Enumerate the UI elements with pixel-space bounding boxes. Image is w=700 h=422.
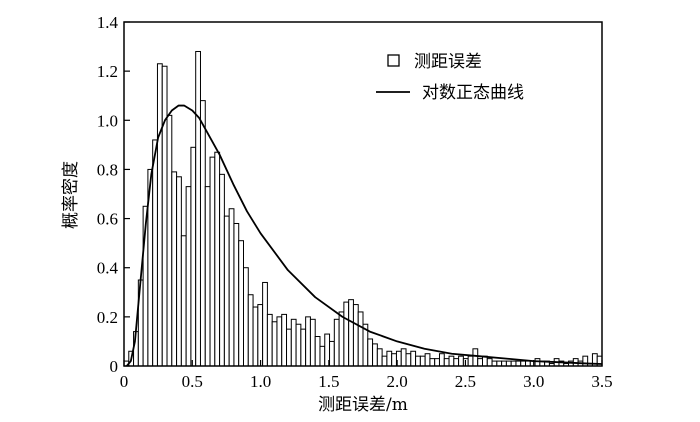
y-ticks: 0 0.2 0.4 0.6 0.8 1.0 1.2 1.4 (97, 13, 130, 376)
histogram-bar (372, 343, 378, 367)
x-tick-label: 3.5 (591, 372, 612, 391)
y-tick-label: 1.0 (97, 111, 118, 130)
histogram-bar (391, 353, 397, 367)
y-tick-label: 0.6 (97, 210, 118, 229)
histogram-bar (424, 353, 431, 367)
histogram-bar (352, 304, 359, 367)
x-tick-label: 1.5 (318, 372, 339, 391)
legend: 测距误差 对数正态曲线 (376, 52, 524, 103)
histogram-bar (166, 114, 173, 367)
x-tick-label: 0 (120, 372, 129, 391)
x-tick-label: 1.0 (250, 372, 271, 391)
histogram-bar (410, 350, 417, 367)
histogram-bar (343, 301, 350, 367)
histogram-bar (309, 318, 316, 367)
histogram-bar (367, 338, 374, 367)
legend-square-marker (387, 54, 400, 67)
histogram-bar (152, 139, 158, 367)
histogram-bar (171, 171, 178, 367)
histogram-bar (348, 299, 354, 367)
histogram-bar (434, 358, 440, 367)
histogram-bar (357, 311, 364, 367)
histogram-bar (329, 340, 335, 367)
histogram-bar (582, 355, 589, 367)
histogram-bar (376, 348, 383, 367)
histogram-bar (204, 186, 211, 367)
histogram-bars (123, 50, 603, 367)
histogram-bar (219, 173, 225, 367)
histogram-bar (190, 146, 197, 367)
histogram-bar (185, 186, 192, 367)
histogram-bar (333, 318, 340, 367)
histogram-bar (252, 306, 259, 367)
x-axis-label: 测距误差/m (318, 395, 408, 415)
histogram-bar (290, 318, 297, 367)
histogram-bar (419, 355, 426, 367)
histogram-bar (214, 151, 221, 367)
histogram-bar (271, 321, 278, 367)
histogram-bar (195, 50, 201, 367)
histogram-bar (276, 316, 283, 367)
histogram-bar (223, 215, 230, 367)
y-tick-label: 0 (110, 357, 119, 376)
histogram-bar (477, 358, 484, 367)
curve-group (126, 104, 603, 367)
histogram-bar (247, 294, 254, 367)
histogram-bar (266, 313, 273, 367)
histogram-bar (228, 208, 235, 367)
y-tick-label: 1.4 (97, 13, 119, 32)
histogram-bar (233, 222, 240, 367)
histogram-bar (448, 355, 455, 367)
histogram-bar (238, 240, 245, 367)
y-tick-label: 0.8 (97, 160, 118, 179)
histogram-bar (209, 156, 216, 367)
histogram-bar (199, 100, 206, 367)
x-tick-label: 2.5 (455, 372, 476, 391)
histogram-bar (156, 63, 163, 367)
x-tick-label: 0.5 (182, 372, 203, 391)
histogram-bar (257, 304, 264, 367)
histogram-bar (161, 65, 168, 367)
histogram-bar (286, 328, 292, 367)
histogram-bar (458, 355, 464, 367)
histogram-bar (381, 355, 388, 367)
lognormal-curve (126, 104, 603, 367)
histogram-bar (472, 348, 479, 367)
histogram-bar (467, 355, 474, 367)
histogram-bar (438, 353, 445, 367)
legend-label-histogram: 测距误差 (414, 52, 482, 72)
histogram-bar (305, 316, 311, 367)
histogram-bar (300, 328, 307, 367)
histogram-bar (443, 358, 450, 367)
x-tick-label: 3.0 (523, 372, 544, 391)
histogram-bar (243, 267, 249, 367)
y-tick-label: 0.4 (97, 259, 119, 278)
histogram-bar (262, 281, 268, 367)
histogram-bar (281, 313, 288, 367)
histogram-bar (338, 311, 345, 367)
x-tick-label: 2.0 (387, 372, 408, 391)
x-ticks: 0 0.5 1.0 1.5 2.0 2.5 3.0 3.5 (120, 360, 613, 391)
histogram-bar (486, 358, 493, 367)
histogram-bar (429, 358, 436, 367)
plot-frame (123, 21, 603, 367)
legend-label-curve: 对数正态曲线 (422, 83, 524, 103)
histogram-bar (314, 336, 321, 367)
histogram-bar (453, 358, 460, 367)
histogram-bar (295, 323, 302, 367)
histogram-bar (405, 353, 412, 367)
y-tick-label: 0.2 (97, 308, 118, 327)
y-tick-label: 1.2 (97, 62, 118, 81)
histogram-bar (386, 350, 393, 367)
histogram-bar (415, 355, 421, 367)
histogram-bar (400, 348, 407, 367)
y-axis-label: 概率密度 (61, 161, 81, 229)
histogram-bar (534, 358, 541, 367)
histogram-bar (176, 176, 182, 367)
histogram-bar (180, 235, 187, 367)
histogram-bar (319, 345, 326, 367)
